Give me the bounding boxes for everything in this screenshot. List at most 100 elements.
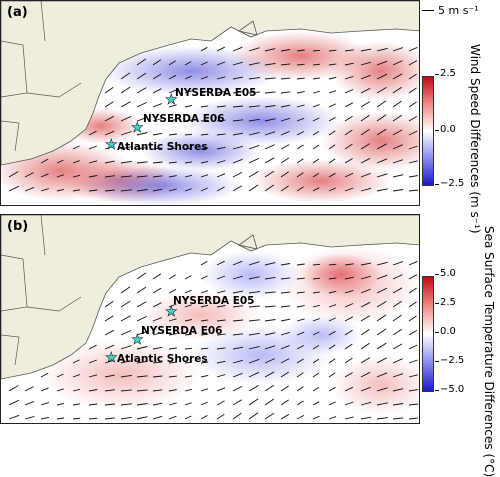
wind-vector-mark [232, 145, 243, 150]
wind-vector-mark [136, 189, 148, 192]
wind-vector-mark [344, 357, 353, 364]
wind-vector-mark [392, 343, 403, 350]
wind-vector-mark [184, 133, 193, 136]
wind-vector-mark [216, 133, 226, 136]
wind-vector-mark [392, 417, 404, 420]
wind-vector-mark [392, 144, 403, 150]
wind-vector-mark [312, 187, 320, 192]
wind-vector-mark [376, 100, 387, 108]
map-panel-wind-speed: (a) ★ NYSERDA E05 ★ NYSERDA E06 ★ Atlant… [0, 0, 420, 206]
wind-vector-mark [344, 158, 353, 164]
wind-vector-mark [408, 403, 419, 406]
wind-vector-mark [232, 412, 242, 420]
wind-vector-mark [120, 374, 132, 378]
wind-vector-mark [408, 130, 418, 136]
map-panel-sst: (b) ★ NYSERDA E05 ★ NYSERDA E06 ★ Atlant… [0, 214, 420, 424]
wind-vector-mark [264, 91, 276, 94]
wind-vector-mark [328, 358, 336, 364]
wind-vector-mark [40, 387, 49, 392]
wind-vector-mark [136, 272, 147, 280]
wind-vector-mark [264, 77, 276, 80]
wind-vector-mark [328, 401, 336, 406]
wind-vector-mark [120, 286, 131, 294]
wind-vector-mark [376, 357, 387, 364]
wind-vector-mark [408, 189, 419, 192]
wind-vector-mark [408, 315, 417, 322]
wind-vector-mark [280, 399, 289, 406]
wind-vector-mark [200, 61, 208, 66]
colorbar-tick: 0.0 [435, 124, 456, 135]
site-label-e06: NYSERDA E06 [141, 325, 223, 337]
wind-vector-mark [104, 145, 115, 150]
wind-vector-mark [152, 415, 163, 420]
wind-vector-mark [184, 147, 193, 150]
wind-vector-mark [312, 415, 320, 420]
wind-vector-mark [152, 132, 163, 136]
wind-vector-mark [392, 358, 403, 364]
wind-vector-mark [408, 73, 417, 80]
wind-vector-mark [248, 91, 260, 94]
wind-vector-mark [184, 119, 193, 122]
wind-vector-mark [392, 174, 404, 178]
wind-vector-mark [312, 277, 321, 280]
wind-vector-mark [120, 116, 132, 122]
wind-vector-mark [392, 73, 403, 80]
wind-vector-mark [360, 114, 370, 122]
wind-vector-mark [264, 62, 276, 66]
wind-vector-mark [312, 304, 320, 308]
wind-vector-mark [360, 328, 370, 336]
sst-colorbar-title: Sea Surface Temperature Differences (°C) [482, 226, 496, 477]
wind-vector-mark [152, 118, 163, 122]
wind-vector-mark [392, 274, 403, 280]
wind-vector-mark [136, 360, 148, 364]
wind-vector-mark [408, 389, 418, 392]
wind-vector-mark [24, 415, 35, 420]
wind-vector-mark [152, 346, 163, 350]
colorbar-tick: 2.5 [435, 297, 456, 308]
wind-vector-mark [200, 46, 208, 52]
wind-vector-mark [248, 184, 259, 192]
wind-vector-mark [200, 290, 209, 294]
wind-vector-mark [40, 372, 49, 378]
wind-vector-mark [184, 174, 193, 178]
wind-vector-mark [264, 157, 275, 164]
wind-vector-mark [136, 389, 148, 392]
wind-vector-mark [264, 332, 276, 336]
wind-vector-mark [264, 105, 276, 108]
wind-vector-mark [216, 305, 226, 308]
wind-vector-mark [392, 159, 404, 164]
wind-vector-mark [136, 375, 148, 378]
wind-vector-mark [296, 63, 305, 66]
wind-vector-mark [264, 276, 276, 280]
wind-vector-mark [344, 102, 354, 108]
wind-vector-mark [360, 74, 371, 80]
wind-vector-mark [344, 289, 354, 294]
wind-vector-mark [408, 359, 418, 364]
wind-vector-mark [136, 403, 148, 406]
wind-vector-mark [136, 58, 147, 66]
wind-vector-mark [168, 333, 177, 336]
wind-vector-mark [216, 146, 226, 150]
wind-vector-mark [232, 305, 244, 308]
wind-vector-mark [184, 304, 192, 308]
wind-vector-mark [408, 417, 419, 420]
colorbar-tick: 2.5 [435, 68, 456, 79]
wind-vector-mark [216, 414, 225, 420]
wind-vector-mark [168, 389, 177, 392]
wind-vector-mark [104, 389, 115, 392]
wind-vector-mark [328, 76, 337, 80]
wind-vector-mark [248, 371, 260, 378]
wind-vector-mark [280, 385, 289, 392]
wind-vector-mark [312, 172, 320, 178]
wind-vector-mark [104, 344, 115, 350]
wind-vector-mark [248, 77, 260, 80]
wind-vector-mark [280, 185, 289, 192]
reference-vector: 5 m s⁻¹ [422, 4, 479, 17]
wind-vector-mark [296, 117, 305, 122]
wind-vector-mark [376, 274, 388, 280]
wind-vector-mark [40, 173, 49, 178]
wind-vector-mark [56, 402, 65, 406]
wind-vector-mark [296, 263, 305, 266]
wind-vector-mark [200, 147, 209, 150]
wind-vector-mark [296, 158, 304, 164]
